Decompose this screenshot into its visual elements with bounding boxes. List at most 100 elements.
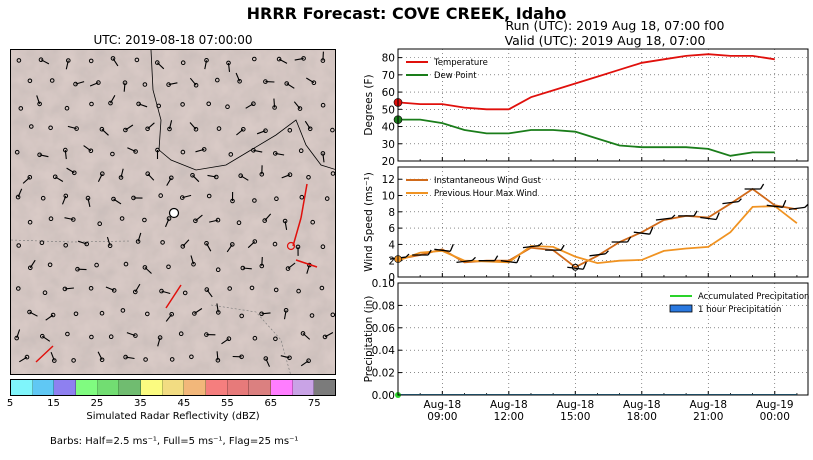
figure-title: HRRR Forecast: COVE CREEK, Idaho [246,4,567,23]
station-circle [133,289,138,295]
legend-swatch [669,304,693,313]
station-circle [47,262,53,268]
station-circle [273,287,279,293]
y-tick-label: 30 [382,139,395,151]
station-circle [206,193,212,199]
station-circle [89,334,94,340]
wind-barb [265,358,271,367]
wind-barb [164,218,170,228]
barbs-legend-note: Barbs: Half=2.5 ms⁻¹, Full=5 ms⁻¹, Flag=… [50,436,299,447]
station-circle [252,239,258,244]
station-circle [52,174,58,180]
wind-barb [227,62,231,72]
wind-barb [39,154,49,158]
wind-barb [66,167,75,174]
station-circle [287,172,293,177]
county-line [11,239,132,243]
y-tick-label: 6 [388,223,395,235]
station-circle [320,102,326,108]
wind-barb [206,289,213,298]
station-circle [29,124,34,129]
wind-barb [500,260,517,264]
station-circle [123,261,129,267]
wind-barb [221,338,230,345]
wind-barb [280,355,290,359]
station-circle [96,80,101,85]
wind-barb [22,176,31,184]
station-circle [39,240,45,245]
wind-barb [273,98,276,108]
x-tick-label: Aug-18 [623,399,661,411]
station-circle [158,193,163,198]
terrain-map [11,50,335,374]
wind-barb [275,152,285,156]
wind-barb [306,77,315,84]
y-axis-label: Wind Speed (ms⁻¹) [363,172,375,272]
wind-barb [137,232,142,242]
colorbar-swatch [271,380,293,395]
wind-barb [261,312,271,315]
wind-barb [97,351,103,361]
plot-area [398,283,808,395]
colorbar-swatch [249,380,272,395]
legend-label: 1 hour Precipitation [698,305,781,315]
wind-barb [226,244,233,253]
station-circle [94,262,99,268]
station-circle [143,357,148,362]
station-circle [133,149,138,154]
wind-barb [77,240,87,245]
wind-barb [147,173,155,181]
wind-barb [89,82,99,87]
wind-barb [156,62,165,70]
station-circle [110,56,116,61]
station-circle [27,309,32,315]
y-tick-label: 0.04 [372,345,396,357]
wind-barb [283,310,287,320]
wind-barb [113,198,122,205]
colorbar-swatch [76,380,98,395]
x-tick-label: Aug-18 [423,399,461,411]
legend-label: Temperature [433,58,488,68]
wind-barb [567,266,584,270]
wind-barb [287,262,296,270]
station-circle [215,77,220,83]
station-circle [40,333,45,339]
x-tick-label: Aug-18 [689,399,727,411]
wind-barb [138,103,148,108]
wind-barb-feather [737,198,742,203]
wind-barb [165,313,173,322]
station-circle [180,244,186,249]
colorbar-swatch [206,380,228,395]
station-marker-alt [286,241,296,251]
colorbar-tick: 75 [307,398,321,409]
station-circle [237,79,242,84]
wind-barb-field [14,51,335,367]
wind-barb [195,214,203,222]
station-circle [230,242,235,247]
station-circle [238,173,243,178]
station-circle [37,101,42,107]
wind-barb [207,174,217,178]
station-circle [49,78,55,83]
wind-barb-feather [804,203,809,208]
wind-barb [87,197,91,208]
station-circle [28,265,33,271]
legend-label: Previous Hour Max Wind [434,189,537,199]
station-circle [178,331,184,337]
wind-barb [195,148,205,153]
wind-barb [242,267,252,270]
station-circle [309,313,315,318]
wind-barb [194,308,203,314]
wind-barb [722,201,739,205]
wind-barb [286,83,295,89]
station-circle [307,126,313,132]
station-circle [193,218,198,224]
wind-barb [182,239,190,247]
wind-barb [29,259,36,269]
wind-barb [236,128,244,136]
x-tick-label: 21:00 [693,411,723,423]
y-tick-label: 70 [382,70,395,82]
wind-barb [264,213,272,221]
wind-barb [206,243,212,252]
station-circle [182,290,188,296]
